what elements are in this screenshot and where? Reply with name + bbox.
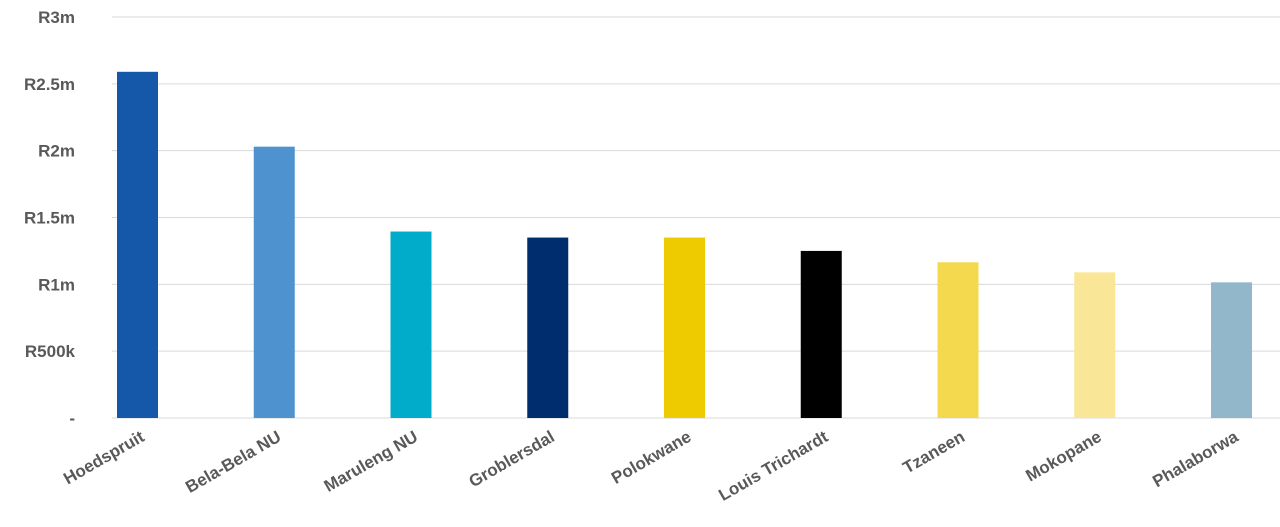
- bar-maruleng-nu: [390, 231, 432, 418]
- x-category-label: Phalaborwa: [1149, 427, 1242, 491]
- bar-polokwane: [664, 237, 705, 418]
- x-category-label: Mokopane: [1022, 427, 1104, 485]
- x-axis-category-labels: Hoedspruit Bela-Bela NU Maruleng NU Grobler…: [60, 427, 1242, 505]
- y-tick-label: R3m: [38, 8, 75, 27]
- bar-tzaneen: [937, 262, 979, 418]
- x-category-label: Louis Trichardt: [715, 427, 831, 505]
- bar-groblersdal: [527, 237, 569, 418]
- x-category-label: Bela-Bela NU: [182, 427, 284, 497]
- y-axis-tick-labels: - R500k R1m R1.5m R2m R2.5m R3m: [24, 8, 76, 428]
- bar-mokopane: [1074, 272, 1116, 418]
- y-tick-label: R2m: [38, 142, 75, 161]
- x-category-label: Hoedspruit: [60, 427, 147, 488]
- x-category-label: Tzaneen: [900, 427, 968, 477]
- bar-louis-trichardt: [800, 250, 842, 418]
- bar-hoedspruit: [117, 71, 158, 418]
- bars: [117, 71, 1252, 418]
- bar-phalaborwa: [1211, 282, 1252, 418]
- y-tick-label: R1m: [38, 275, 75, 294]
- x-category-label: Groblersdal: [466, 427, 558, 491]
- x-category-label: Polokwane: [608, 427, 694, 488]
- y-tick-label: R1.5m: [24, 209, 75, 228]
- y-tick-label: R2.5m: [24, 75, 75, 94]
- y-tick-label: R500k: [25, 342, 76, 361]
- x-category-label: Maruleng NU: [321, 427, 421, 496]
- bar-bela-bela-nu: [253, 146, 295, 418]
- y-tick-label: -: [69, 409, 75, 428]
